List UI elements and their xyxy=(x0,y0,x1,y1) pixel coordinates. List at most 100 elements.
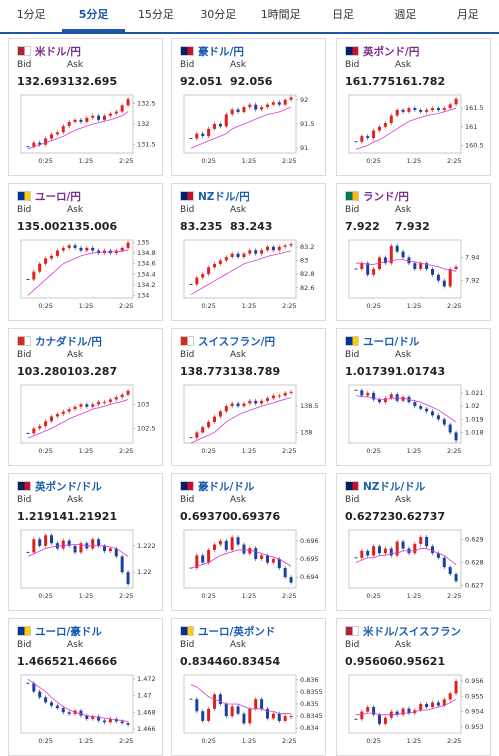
bid-value: 132.693 xyxy=(17,75,68,88)
candle xyxy=(230,706,234,717)
rate-card[interactable]: 英ポンド/ドル Bid Ask 1.21914 1.21921 1.222 1.22 0:25… xyxy=(8,473,163,611)
mini-chart: 1.472 1.47 1.468 1.466 0:25 1:25 2:25 xyxy=(20,674,156,745)
rate-card[interactable]: カナダドル/円 Bid Ask 103.280 103.287 103 102.5 0:25 1… xyxy=(8,328,163,466)
candle xyxy=(201,274,205,278)
candle xyxy=(360,711,364,720)
timeframe-tab[interactable]: 週足 xyxy=(394,8,417,21)
pair-name[interactable]: ユーロ/豪ドル xyxy=(35,626,102,638)
pair-name[interactable]: ランド/円 xyxy=(363,191,409,203)
y-tick-label: 0.955 xyxy=(465,692,484,700)
candle xyxy=(354,389,358,391)
candle xyxy=(366,136,370,139)
candle xyxy=(38,263,42,272)
pair-name[interactable]: 米ドル/円 xyxy=(35,46,81,58)
mini-chart: 83.2 83 82.8 82.6 0:25 1:25 2:25 xyxy=(183,239,314,310)
pair-name[interactable]: 英ポンド/円 xyxy=(363,46,420,58)
candle xyxy=(55,705,59,709)
bid-value: 135.002 xyxy=(17,220,68,233)
y-tick-label: 82.6 xyxy=(300,284,314,292)
pair-name[interactable]: スイスフラン/円 xyxy=(198,336,276,348)
rate-card[interactable]: 英ポンド/円 Bid Ask 161.775 161.782 161.5 161 160.5 0… xyxy=(336,38,491,176)
candle xyxy=(266,246,269,251)
candle xyxy=(67,712,71,714)
rate-card[interactable]: ユーロ/円 Bid Ask 135.002 135.006 135 134.8 134.6 13… xyxy=(8,183,163,321)
candle xyxy=(425,704,429,708)
ask-value: 135.006 xyxy=(67,220,118,233)
rate-card[interactable]: ユーロ/ドル Bid Ask 1.01739 1.01743 1.021 1.02 1.019… xyxy=(336,328,491,466)
moving-average-line xyxy=(190,250,292,295)
timeframe-tab[interactable]: 15分足 xyxy=(137,8,174,21)
moving-average-line xyxy=(355,259,457,272)
rate-card[interactable]: NZドル/円 Bid Ask 83.235 83.243 83.2 83 82.8 82.6 0:… xyxy=(171,183,326,321)
rate-card[interactable]: 豪ドル/円 Bid Ask 92.051 92.056 92 91.5 91 0:25 1:25 2… xyxy=(171,38,326,176)
candle xyxy=(50,134,53,139)
pair-name[interactable]: NZドル/円 xyxy=(198,191,250,203)
pair-name[interactable]: カナダドル/円 xyxy=(35,336,102,348)
candle xyxy=(360,263,364,269)
pair-name[interactable]: 英ポンド/ドル xyxy=(35,481,102,493)
candle xyxy=(378,714,381,724)
mini-chart: 161.5 161 160.5 0:25 1:25 2:25 xyxy=(348,94,484,165)
x-tick-label: 1:25 xyxy=(79,592,94,600)
ask-value: 132.695 xyxy=(67,75,118,88)
ask-value: 1.21921 xyxy=(67,510,118,523)
candle xyxy=(289,391,293,393)
x-tick-label: 2:25 xyxy=(447,302,462,310)
candle xyxy=(378,126,381,131)
rate-card[interactable]: 豪ドル/ドル Bid Ask 0.69370 0.69376 0.696 0.695 0.69… xyxy=(171,473,326,611)
y-tick-label: 134 xyxy=(137,291,149,299)
pair-name[interactable]: NZドル/ドル xyxy=(363,481,426,493)
candle xyxy=(277,102,281,105)
rate-card[interactable]: ランド/円 Bid Ask 7.922 7.932 7.94 7.92 0:25 1:25 2:2… xyxy=(336,183,491,321)
candle xyxy=(360,390,364,396)
bid-value: 0.95606 xyxy=(345,655,396,668)
candle xyxy=(114,548,118,557)
ask-label: Ask xyxy=(395,640,412,650)
x-tick-label: 2:25 xyxy=(282,447,297,455)
candle xyxy=(32,683,36,692)
timeframe-tab[interactable]: 月足 xyxy=(456,8,479,21)
bid-label: Bid xyxy=(180,350,195,360)
rate-card[interactable]: 米ドル/円 Bid Ask 132.693 132.695 132.5 132 131.5 0:… xyxy=(8,38,163,176)
candle xyxy=(372,130,376,139)
y-tick-label: 0.954 xyxy=(465,708,484,716)
rate-card[interactable]: スイスフラン/円 Bid Ask 138.773 138.789 138.5 138 0:25… xyxy=(171,328,326,466)
candle xyxy=(413,402,417,407)
candle xyxy=(383,257,387,264)
pair-name[interactable]: 豪ドル/円 xyxy=(198,46,244,58)
mini-chart: 1.021 1.02 1.019 1.018 0:25 1:25 2:25 xyxy=(348,384,484,455)
timeframe-tab[interactable]: 1時間足 xyxy=(260,8,301,21)
candle xyxy=(207,421,211,428)
timeframe-tab[interactable]: 30分足 xyxy=(200,8,237,21)
pair-name[interactable]: ユーロ/英ポンド xyxy=(198,626,276,638)
rate-card[interactable]: 米ドル/スイスフラン Bid Ask 0.95606 0.95621 0.956 0.955… xyxy=(336,618,491,756)
candle xyxy=(448,567,452,575)
candle xyxy=(431,546,434,554)
flag-icon xyxy=(345,336,359,346)
candle xyxy=(224,257,228,261)
bid-value: 0.69370 xyxy=(180,510,231,523)
rate-card[interactable]: ユーロ/英ポンド Bid Ask 0.83446 0.83454 0.836 0.8355 0… xyxy=(171,618,326,756)
bid-value: 103.280 xyxy=(17,365,68,378)
y-tick-label: 1.018 xyxy=(465,428,484,436)
pair-name[interactable]: ユーロ/円 xyxy=(35,191,81,203)
rate-card[interactable]: NZドル/ドル Bid Ask 0.62723 0.62737 0.629 0.628 0.6… xyxy=(336,473,491,611)
y-tick-label: 102.5 xyxy=(137,425,156,433)
bid-value: 161.775 xyxy=(345,75,396,88)
candle xyxy=(248,400,252,404)
timeframe-tab[interactable]: 1分足 xyxy=(16,8,46,21)
x-tick-label: 0:25 xyxy=(366,447,381,455)
ask-label: Ask xyxy=(67,350,84,360)
timeframe-tab[interactable]: 日足 xyxy=(332,8,355,21)
timeframe-tab[interactable]: 5分足 xyxy=(62,0,125,32)
pair-name[interactable]: 豪ドル/ドル xyxy=(198,481,255,493)
pair-name[interactable]: 米ドル/スイスフラン xyxy=(363,626,462,638)
x-tick-label: 1:25 xyxy=(79,737,94,745)
rate-card[interactable]: ユーロ/豪ドル Bid Ask 1.46652 1.46666 1.472 1.47 1.46… xyxy=(8,618,163,756)
y-tick-label: 92 xyxy=(300,96,308,104)
x-tick-label: 2:25 xyxy=(447,447,462,455)
pair-name[interactable]: ユーロ/ドル xyxy=(363,336,420,348)
candle xyxy=(218,260,222,264)
candle xyxy=(442,108,446,110)
candle xyxy=(224,540,228,550)
